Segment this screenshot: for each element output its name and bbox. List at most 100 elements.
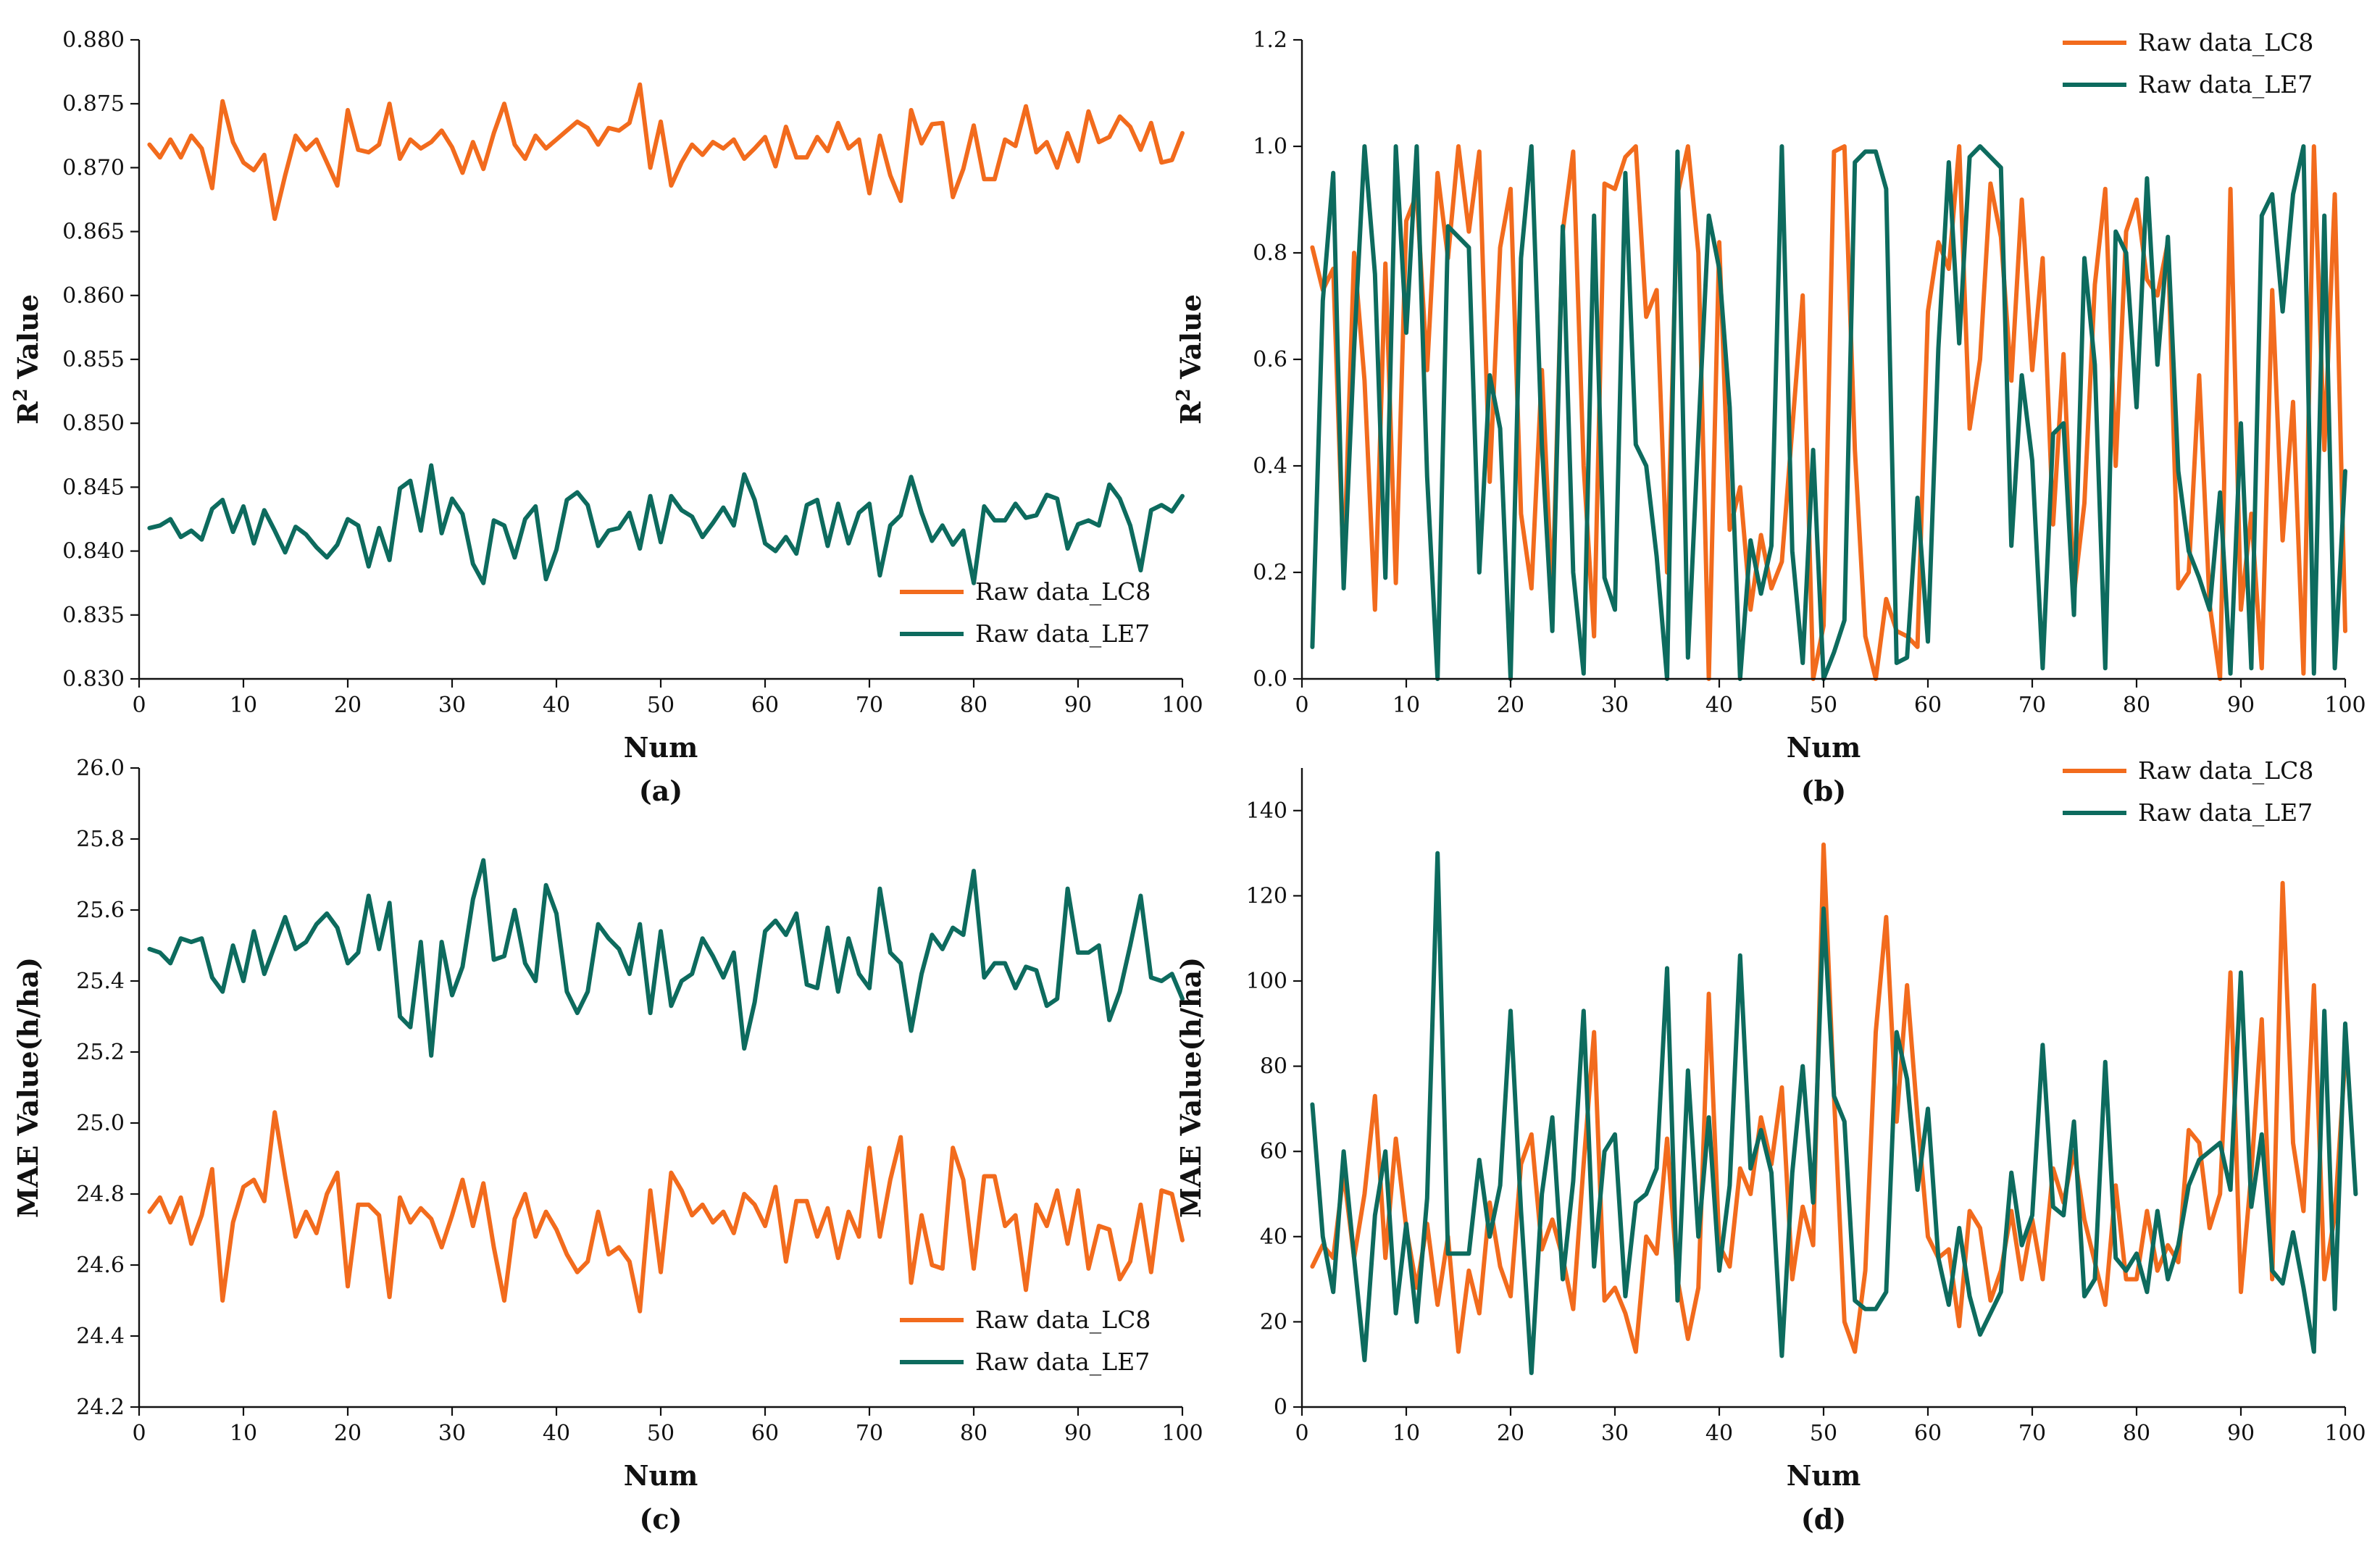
y-tick-label: 0.840 xyxy=(62,539,125,564)
chart-panel-a: 0 10 20 30 40 50 60 70 80 90 100 0.830 0.835 0.840 0.8… xyxy=(10,28,1203,807)
y-tick-label: 25.8 xyxy=(76,827,125,852)
chart-panel-b: 0 10 20 30 40 50 60 70 80 90 100 0.0 0.2 0.4 0.6 0.8 1.0… xyxy=(1173,28,2366,807)
y-tick-label: 0.8 xyxy=(1253,241,1287,266)
y-tick-label: 1.2 xyxy=(1253,28,1287,53)
x-tick-label: 20 xyxy=(334,693,362,718)
y-axis-title-rest: Value xyxy=(1174,294,1207,388)
chart-panel-c: 0 10 20 30 40 50 60 70 80 90 100 24.2 24.4 24.6 24.8 25… xyxy=(12,756,1203,1535)
y-tick-label: 0.860 xyxy=(62,283,125,309)
y-axis-title-superscript: 2 xyxy=(10,388,32,401)
y-axis-title: MAE Value(h/ha) xyxy=(1174,957,1207,1218)
y-tick-label: 26.0 xyxy=(76,756,125,781)
x-tick-label: 60 xyxy=(1914,1421,1942,1446)
y-axis-title-main: R xyxy=(1174,401,1207,425)
x-tick-label: 40 xyxy=(1705,1421,1733,1446)
x-tick-label: 90 xyxy=(1064,693,1092,718)
series-line-le7 xyxy=(147,463,1185,585)
x-tick-label: 20 xyxy=(1497,1421,1524,1446)
y-axis-title-rest: Value xyxy=(12,294,44,388)
y-tick-label: 0.865 xyxy=(62,220,125,245)
panel-label: (b) xyxy=(1801,775,1847,807)
x-tick-label: 0 xyxy=(132,693,146,718)
y-axis-title-superscript: 2 xyxy=(1173,388,1195,401)
legend: Raw data_LC8 Raw data_LE7 xyxy=(900,577,1151,648)
y-tick-label: 20 xyxy=(1260,1309,1287,1335)
y-axis-title: R2 Value xyxy=(1173,294,1207,425)
y-tick-label: 0.835 xyxy=(62,603,125,628)
y-tick-label: 0.855 xyxy=(62,347,125,372)
x-tick-label: 100 xyxy=(1161,1421,1203,1446)
y-tick-label: 0 xyxy=(1274,1395,1287,1420)
x-axis-title: Num xyxy=(624,1459,698,1492)
y-tick-label: 24.4 xyxy=(76,1324,125,1349)
series-line-lc8 xyxy=(1310,842,2347,1354)
x-tick-label: 80 xyxy=(2123,693,2150,718)
x-tick-label: 30 xyxy=(1601,693,1629,718)
x-tick-label: 50 xyxy=(647,693,675,718)
y-tick-label: 0.845 xyxy=(62,475,125,500)
x-tick-label: 40 xyxy=(543,693,570,718)
x-tick-label: 90 xyxy=(1064,1421,1092,1446)
x-tick-label: 60 xyxy=(751,1421,779,1446)
x-tick-label: 30 xyxy=(438,693,466,718)
y-tick-label: 40 xyxy=(1260,1224,1287,1250)
y-axis-title-main: R xyxy=(12,401,44,425)
series-line-lc8 xyxy=(1310,144,2347,681)
x-tick-label: 100 xyxy=(1161,693,1203,718)
y-tick-label: 0.870 xyxy=(62,155,125,180)
y-tick-label: 0.880 xyxy=(62,28,125,53)
x-tick-label: 80 xyxy=(2123,1421,2150,1446)
x-tick-label: 0 xyxy=(1295,1421,1308,1446)
x-axis-title: Num xyxy=(1787,1459,1861,1492)
x-tick-label: 70 xyxy=(856,693,883,718)
x-tick-label: 90 xyxy=(2227,693,2255,718)
y-tick-label: 0.4 xyxy=(1253,454,1287,479)
x-tick-label: 10 xyxy=(230,693,257,718)
series-line-le7 xyxy=(147,858,1185,1058)
x-tick-label: 100 xyxy=(2324,693,2366,718)
legend-label: Raw data_LE7 xyxy=(975,1348,1150,1377)
y-tick-label: 100 xyxy=(1246,969,1287,994)
y-tick-label: 1.0 xyxy=(1253,134,1287,159)
x-axis-title: Num xyxy=(624,731,698,764)
x-tick-label: 10 xyxy=(1392,693,1420,718)
legend-label: Raw data_LC8 xyxy=(2138,28,2313,57)
x-tick-label: 50 xyxy=(1810,693,1837,718)
y-axis-title-main: MAE Value(h/ha) xyxy=(12,957,44,1218)
x-tick-label: 0 xyxy=(1295,693,1308,718)
legend-label: Raw data_LC8 xyxy=(975,1306,1151,1335)
x-tick-label: 70 xyxy=(2018,693,2046,718)
series-line-lc8 xyxy=(147,82,1185,221)
x-tick-label: 40 xyxy=(1705,693,1733,718)
legend: Raw data_LC8 Raw data_LE7 xyxy=(2063,28,2313,99)
legend-label: Raw data_LC8 xyxy=(2138,756,2313,785)
y-tick-label: 60 xyxy=(1260,1139,1287,1164)
x-tick-label: 90 xyxy=(2227,1421,2255,1446)
y-axis-title: R2 Value xyxy=(10,294,44,425)
legend: Raw data_LC8 Raw data_LE7 xyxy=(900,1306,1151,1377)
y-tick-label: 25.0 xyxy=(76,1111,125,1136)
x-tick-label: 10 xyxy=(1392,1421,1420,1446)
x-tick-label: 20 xyxy=(1497,693,1524,718)
y-tick-label: 80 xyxy=(1260,1054,1287,1080)
x-tick-label: 70 xyxy=(856,1421,883,1446)
y-axis-title: MAE Value(h/ha) xyxy=(12,957,44,1218)
x-tick-label: 30 xyxy=(438,1421,466,1446)
x-tick-label: 60 xyxy=(751,693,779,718)
x-axis-title: Num xyxy=(1787,731,1861,764)
legend-label: Raw data_LE7 xyxy=(975,619,1150,648)
x-tick-label: 80 xyxy=(960,693,988,718)
y-tick-label: 0.0 xyxy=(1253,667,1287,692)
series-line-le7 xyxy=(1310,144,2347,681)
y-tick-label: 0.875 xyxy=(62,91,125,117)
y-tick-label: 24.2 xyxy=(76,1395,125,1420)
y-tick-label: 25.4 xyxy=(76,969,125,994)
panel-label: (a) xyxy=(639,775,683,807)
legend-label: Raw data_LE7 xyxy=(2138,798,2313,827)
panel-label: (d) xyxy=(1801,1503,1847,1535)
panel-label: (c) xyxy=(639,1503,682,1535)
legend: Raw data_LC8 Raw data_LE7 xyxy=(2063,756,2313,827)
x-tick-label: 100 xyxy=(2324,1421,2366,1446)
